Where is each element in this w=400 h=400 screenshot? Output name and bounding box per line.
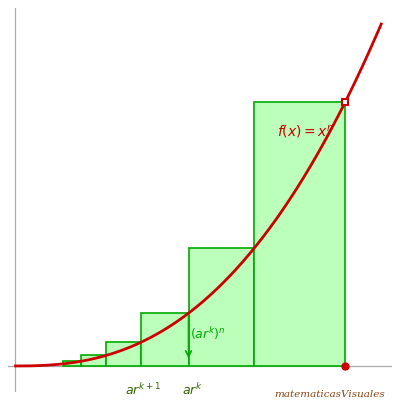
Text: matematicasVisuales: matematicasVisuales (274, 390, 385, 399)
Bar (188, 248, 254, 366)
Text: $(ar^k)^n$: $(ar^k)^n$ (190, 325, 226, 342)
Text: $ar^k$: $ar^k$ (182, 382, 202, 398)
Bar (254, 102, 345, 366)
Bar (63, 361, 81, 366)
Text: $f(x)=x^n$: $f(x)=x^n$ (277, 123, 334, 140)
Bar (106, 342, 141, 366)
Bar (141, 313, 188, 366)
Bar (81, 356, 106, 366)
Text: $ar^{k+1}$: $ar^{k+1}$ (124, 382, 161, 398)
